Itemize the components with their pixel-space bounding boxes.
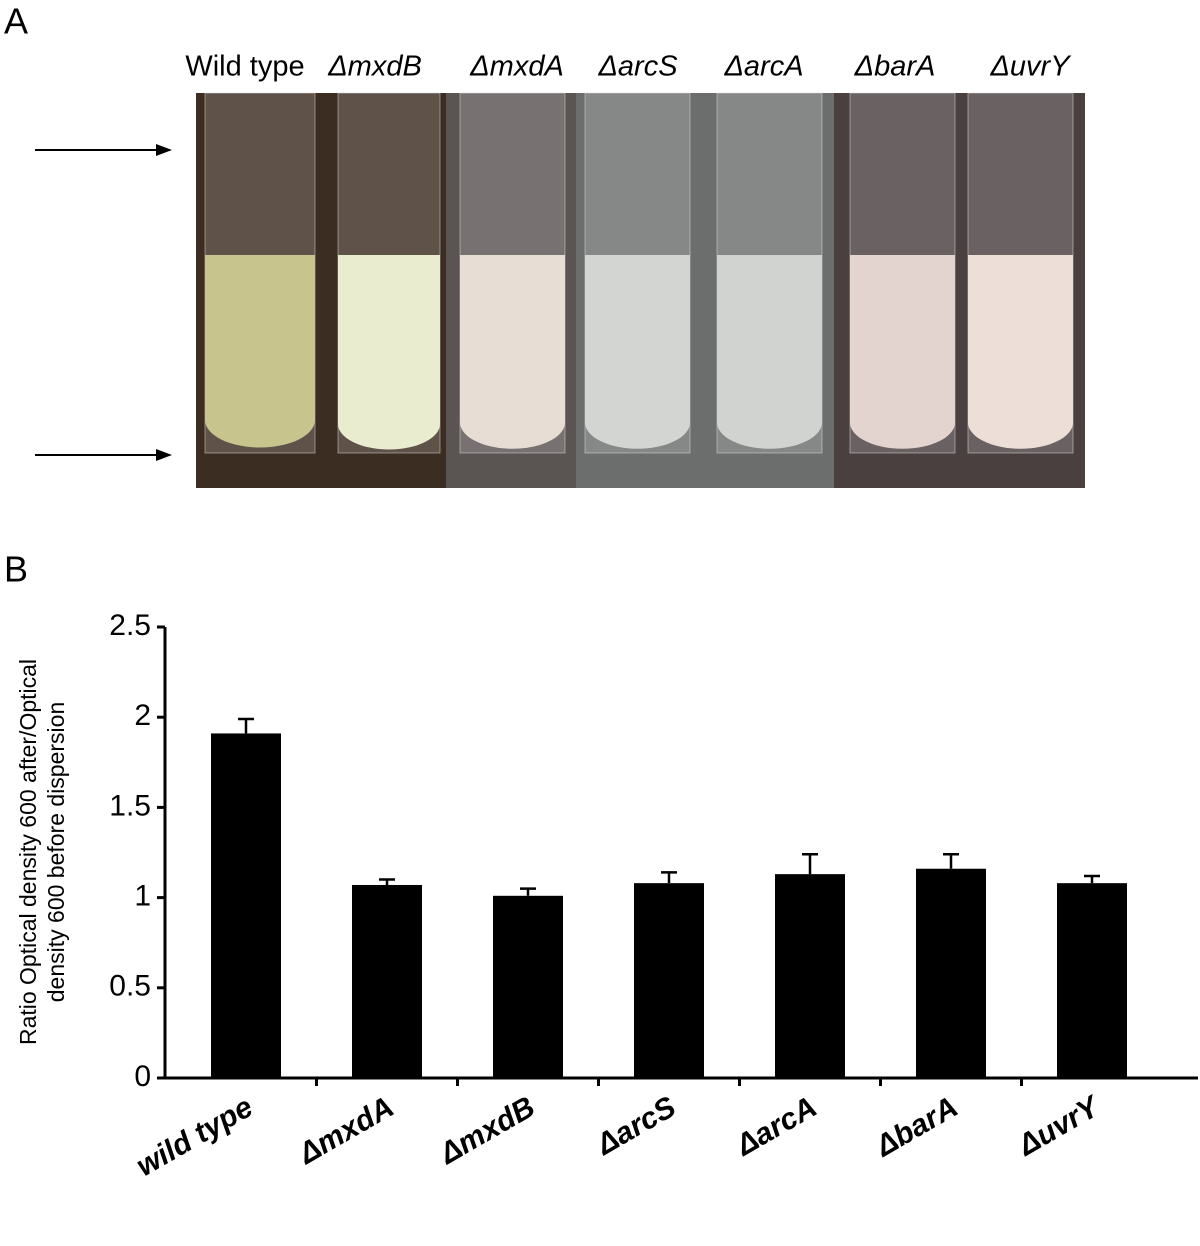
- tube-liquid: [205, 255, 315, 448]
- tube-label: Wild type: [185, 51, 304, 83]
- tube-label: ΔarcS: [597, 51, 678, 83]
- tube-liquid: [850, 255, 955, 449]
- panel-label: A: [4, 1, 28, 42]
- y-axis-title: Ratio Optical density 600 after/Optical …: [15, 659, 69, 1045]
- tube-photo: [196, 92, 1085, 488]
- error-bar: [379, 878, 395, 885]
- bar: [352, 884, 422, 1078]
- x-tick-label: ΔuvrY: [1012, 1089, 1107, 1163]
- tube-liquid: [968, 255, 1073, 449]
- panel-label: B: [4, 549, 28, 590]
- x-tick-label: ΔmxdB: [433, 1090, 540, 1171]
- error-bar: [238, 717, 254, 734]
- y-tick-label: 0.5: [109, 970, 151, 1003]
- error-bar: [802, 853, 818, 875]
- tube-label: ΔmxdB: [327, 51, 422, 83]
- y-tick-label: 1: [134, 880, 151, 913]
- bar: [1057, 883, 1127, 1078]
- x-tick-label: ΔbarA: [869, 1090, 963, 1163]
- y-tick-label: 1.5: [109, 789, 151, 822]
- y-tick-label: 2: [134, 699, 151, 732]
- bar: [493, 895, 563, 1078]
- y-axis-title-line: Ratio Optical density 600 after/Optical: [15, 659, 41, 1045]
- bar: [775, 874, 845, 1078]
- tube-label: ΔuvrY: [989, 51, 1072, 83]
- x-tick-label: ΔarcA: [730, 1090, 823, 1163]
- tube-label: ΔbarA: [854, 51, 936, 83]
- bar: [634, 883, 704, 1078]
- x-tick-label: wild type: [131, 1090, 259, 1183]
- error-bar: [661, 871, 677, 884]
- tube-label: ΔmxdA: [469, 51, 564, 83]
- y-tick-label: 2.5: [109, 609, 151, 642]
- bar: [916, 868, 986, 1078]
- error-bar: [1084, 874, 1100, 884]
- tube-liquid: [585, 255, 690, 449]
- arrow-head: [156, 449, 172, 461]
- x-tick-label: ΔarcS: [590, 1090, 681, 1162]
- error-bar: [520, 887, 536, 896]
- bar: [211, 733, 281, 1078]
- tube-liquid: [717, 255, 822, 449]
- arrow-head: [156, 144, 172, 156]
- error-bar: [943, 853, 959, 869]
- y-axis-title-line: density 600 before dispersion: [43, 702, 69, 1002]
- tube-liquid: [338, 255, 440, 450]
- tube-label: ΔarcA: [723, 51, 803, 83]
- y-tick-label: 0: [134, 1060, 151, 1093]
- tube-liquid: [460, 255, 565, 449]
- x-tick-label: ΔmxdA: [292, 1090, 399, 1171]
